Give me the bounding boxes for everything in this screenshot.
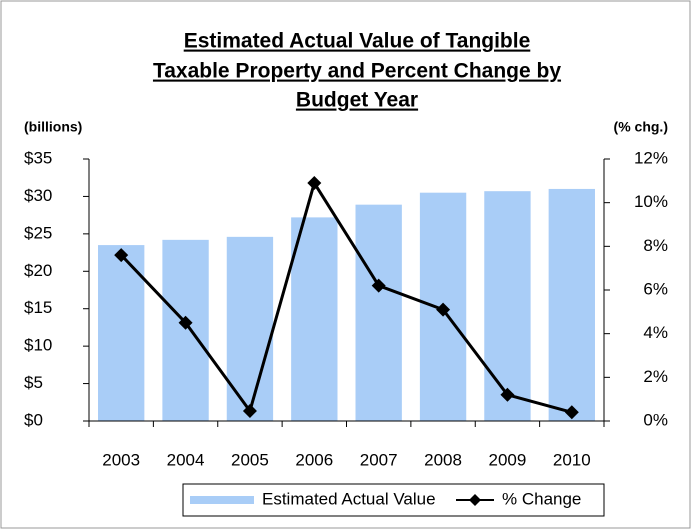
y2-tick-label: 10% (634, 192, 668, 211)
x-tick-label: 2006 (295, 450, 333, 469)
bar (226, 236, 274, 421)
y-tick-label: $20 (24, 261, 52, 280)
y-tick-label: $5 (24, 373, 43, 392)
marker (436, 302, 451, 317)
legend-label: % Change (502, 489, 581, 508)
x-tick-label: 2010 (553, 450, 591, 469)
y-axis-label: (billions) (24, 119, 82, 135)
marker (371, 278, 386, 293)
x-tick-label: 2009 (489, 450, 527, 469)
y-tick-label: $0 (24, 410, 43, 429)
bar (484, 191, 531, 421)
y2-tick-label: 6% (643, 279, 668, 298)
bar (291, 217, 338, 421)
y2-tick-label: 8% (643, 236, 668, 255)
chart-title: Budget Year (296, 89, 418, 112)
marker (242, 403, 257, 418)
marker (500, 387, 515, 402)
x-tick-label: 2008 (424, 450, 462, 469)
bar (548, 188, 595, 421)
marker (564, 405, 579, 420)
y2-tick-label: 4% (643, 323, 668, 342)
y2-tick-label: 2% (643, 367, 668, 386)
x-tick-label: 2007 (360, 450, 398, 469)
legend-marker (469, 494, 481, 506)
marker (307, 176, 322, 191)
x-tick-label: 2003 (102, 450, 140, 469)
bar (162, 239, 209, 421)
legend-swatch (190, 496, 254, 504)
marker (178, 315, 193, 330)
y2-tick-label: 12% (634, 148, 668, 167)
y-tick-label: $10 (24, 336, 52, 355)
marker (114, 248, 129, 263)
y-tick-label: $25 (24, 223, 52, 242)
line (120, 179, 573, 415)
y-tick-label: $35 (24, 148, 52, 167)
y-tick-label: $30 (24, 186, 52, 205)
y-tick-label: $15 (24, 298, 52, 317)
bar (98, 245, 145, 421)
x-tick-label: 2005 (231, 450, 269, 469)
chart-title: Taxable Property and Percent Change by (153, 60, 561, 83)
x-tick-label: 2004 (167, 450, 205, 469)
y2-tick-label: 0% (643, 410, 668, 429)
legend-label: Estimated Actual Value (262, 489, 436, 508)
y2-axis-label: (% chg.) (614, 119, 668, 135)
bar (355, 204, 402, 421)
chart-title: Estimated Actual Value of Tangible (184, 30, 531, 53)
